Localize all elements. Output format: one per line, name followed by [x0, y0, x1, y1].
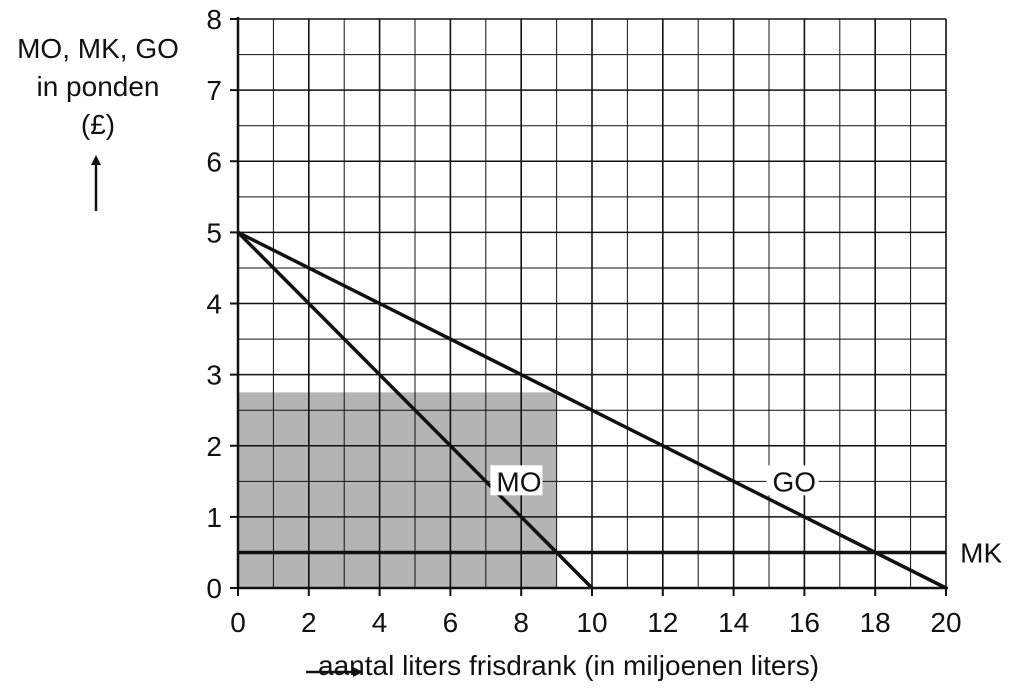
y-tick-label: 7 — [206, 75, 222, 106]
y-axis-label-line-3: (£) — [80, 109, 116, 140]
x-tick-label: 4 — [372, 607, 388, 638]
series-layer: MO GO MK — [236, 230, 1002, 590]
y-axis-label-line-2: in ponden — [36, 71, 160, 102]
y-tick-label: 3 — [206, 360, 222, 391]
x-tick-label: 12 — [647, 607, 678, 638]
series-line-go — [237, 230, 947, 590]
series-label-background — [490, 465, 543, 496]
x-tick-label: 0 — [230, 607, 246, 638]
series-label-go: GO — [773, 466, 817, 497]
x-axis-label: aantal liters frisdrank (in miljoenen li… — [318, 650, 820, 681]
grid-layer — [237, 18, 947, 589]
series-line-mo — [236, 231, 594, 590]
x-tick-label: 8 — [513, 607, 529, 638]
x-tick-label: 6 — [443, 607, 459, 638]
series-label-mk: MK — [960, 537, 1002, 568]
x-tick-label: 10 — [576, 607, 607, 638]
y-tick-label: 1 — [206, 502, 222, 533]
y-tick-label: 0 — [206, 573, 222, 604]
y-axis-label-line-1: MO, MK, GO — [17, 33, 179, 64]
x-tick-label: 18 — [860, 607, 891, 638]
axis-layer — [230, 17, 948, 596]
y-tick-label: 4 — [206, 289, 222, 320]
series-label-background — [766, 465, 819, 496]
y-tick-label: 6 — [206, 146, 222, 177]
series-label-mo: MO — [496, 466, 541, 497]
y-tick-label: 5 — [206, 217, 222, 248]
x-tick-label: 2 — [301, 607, 317, 638]
x-tick-label: 16 — [789, 607, 820, 638]
x-tick-label: 20 — [930, 607, 961, 638]
y-tick-label: 2 — [206, 431, 222, 462]
y-axis-label: MO, MK, GO in ponden (£) — [0, 30, 196, 144]
x-tick-label: 14 — [718, 607, 749, 638]
y-tick-label: 8 — [206, 4, 222, 35]
